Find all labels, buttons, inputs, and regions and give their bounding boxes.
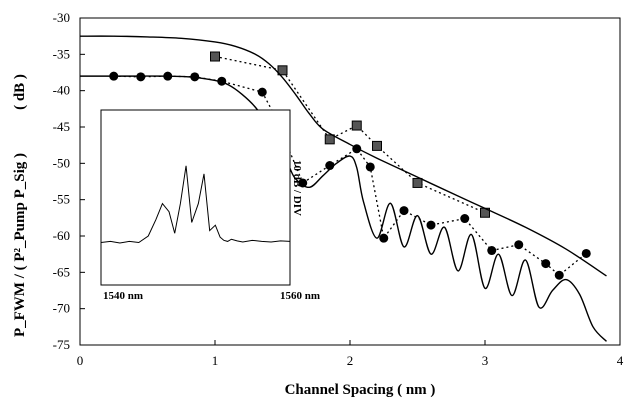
x-tick-label: 1 bbox=[212, 353, 219, 368]
series-layer bbox=[79, 35, 608, 342]
square-point bbox=[351, 120, 362, 131]
x-tick-label: 4 bbox=[617, 353, 624, 368]
circle-point bbox=[581, 248, 591, 258]
y-axis-unit-label: ( dB ) bbox=[12, 74, 28, 110]
square-point bbox=[372, 140, 382, 151]
circle-point bbox=[298, 178, 308, 188]
circle-point bbox=[514, 240, 524, 250]
y-tick-label: -50 bbox=[53, 155, 70, 170]
y-tick-label: -55 bbox=[53, 192, 70, 207]
theory-curve-lower bbox=[79, 75, 608, 342]
square-point bbox=[324, 134, 335, 145]
x-axis: 0 1 2 3 4 bbox=[77, 340, 624, 368]
inset-scale-label: 10 dB / DIV bbox=[291, 160, 303, 216]
square-point bbox=[210, 51, 220, 62]
inset-x-end-label: 1560 nm bbox=[280, 290, 320, 302]
circle-point bbox=[379, 233, 389, 243]
inset-spectrum: 1540 nm 1560 nm 10 dB / DIV bbox=[100, 109, 320, 302]
plot-area: -30 -35 -40 -45 -50 -55 -60 -65 -70 -75 0 1 2 3 4 bbox=[53, 10, 624, 368]
theory-curve-upper bbox=[79, 35, 607, 277]
y-tick-label: -30 bbox=[53, 10, 70, 25]
circle-point bbox=[399, 206, 409, 216]
x-tick-label: 0 bbox=[77, 353, 84, 368]
circle-point bbox=[554, 270, 564, 280]
y-tick-label: -70 bbox=[53, 301, 70, 316]
circle-point bbox=[541, 259, 551, 269]
x-tick-label: 3 bbox=[482, 353, 489, 368]
y-tick-label: -35 bbox=[53, 46, 70, 61]
y-axis: -30 -35 -40 -45 -50 -55 -60 -65 -70 -75 bbox=[53, 10, 85, 352]
circle-point bbox=[460, 214, 470, 224]
inset-x-start-label: 1540 nm bbox=[103, 290, 143, 302]
x-tick-label: 2 bbox=[347, 353, 354, 368]
inset-frame bbox=[100, 109, 291, 286]
y-tick-label: -75 bbox=[53, 337, 70, 352]
y-tick-label: -65 bbox=[53, 264, 70, 279]
square-point bbox=[277, 65, 288, 76]
circle-point bbox=[487, 246, 497, 256]
y-axis-label: P_FWM / ( P²_Pump P_Sig ) bbox=[12, 153, 28, 337]
x-axis-label: Channel Spacing ( nm ) bbox=[285, 382, 436, 398]
y-tick-label: -60 bbox=[53, 228, 70, 243]
y-tick-label: -40 bbox=[53, 83, 70, 98]
y-tick-label: -45 bbox=[53, 119, 70, 134]
circle-point bbox=[257, 87, 267, 97]
circle-point bbox=[426, 220, 436, 230]
inset-spectrum-trace bbox=[100, 165, 291, 244]
circle-point bbox=[365, 162, 375, 172]
circle-point bbox=[136, 72, 146, 82]
square-point bbox=[412, 177, 423, 188]
